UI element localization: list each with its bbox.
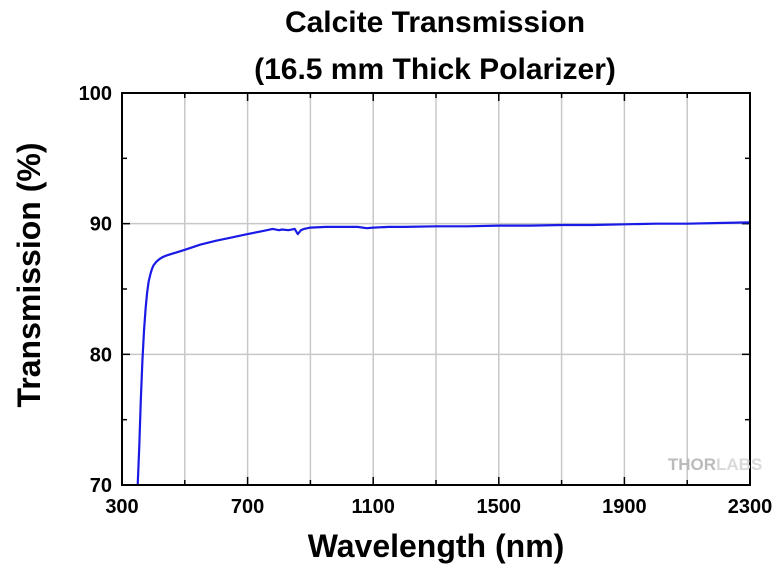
chart-title: Calcite Transmission: [285, 6, 585, 39]
gridlines: [122, 93, 750, 485]
x-tick-label: 700: [231, 496, 264, 518]
y-tick-labels: 70 80 90 100: [79, 83, 112, 497]
y-tick-label: 80: [90, 344, 112, 366]
y-axis-label: Transmission (%): [11, 143, 47, 408]
x-tick-label: 300: [105, 496, 138, 518]
x-axis-label: Wavelength (nm): [308, 528, 565, 564]
x-tick-label: 1500: [477, 496, 522, 518]
y-tick-label: 70: [90, 475, 112, 497]
chart-subtitle: (16.5 mm Thick Polarizer): [254, 53, 616, 86]
y-tick-label: 90: [90, 214, 112, 236]
y-tick-label: 100: [79, 83, 112, 105]
watermark-dark-text: THOR: [668, 455, 716, 474]
plot-frame: [121, 92, 751, 486]
x-tick-label: 1100: [352, 496, 395, 518]
series-line: [136, 221, 751, 486]
data-layer: [136, 221, 751, 486]
thorlabs-watermark: THOR LABS: [668, 455, 762, 474]
x-tick-labels: 300 700 1100 1500 1900 2300: [105, 496, 772, 518]
x-tick-label: 1900: [602, 496, 647, 518]
x-tick-label: 2300: [728, 496, 773, 518]
watermark-light-text: LABS: [716, 455, 762, 474]
